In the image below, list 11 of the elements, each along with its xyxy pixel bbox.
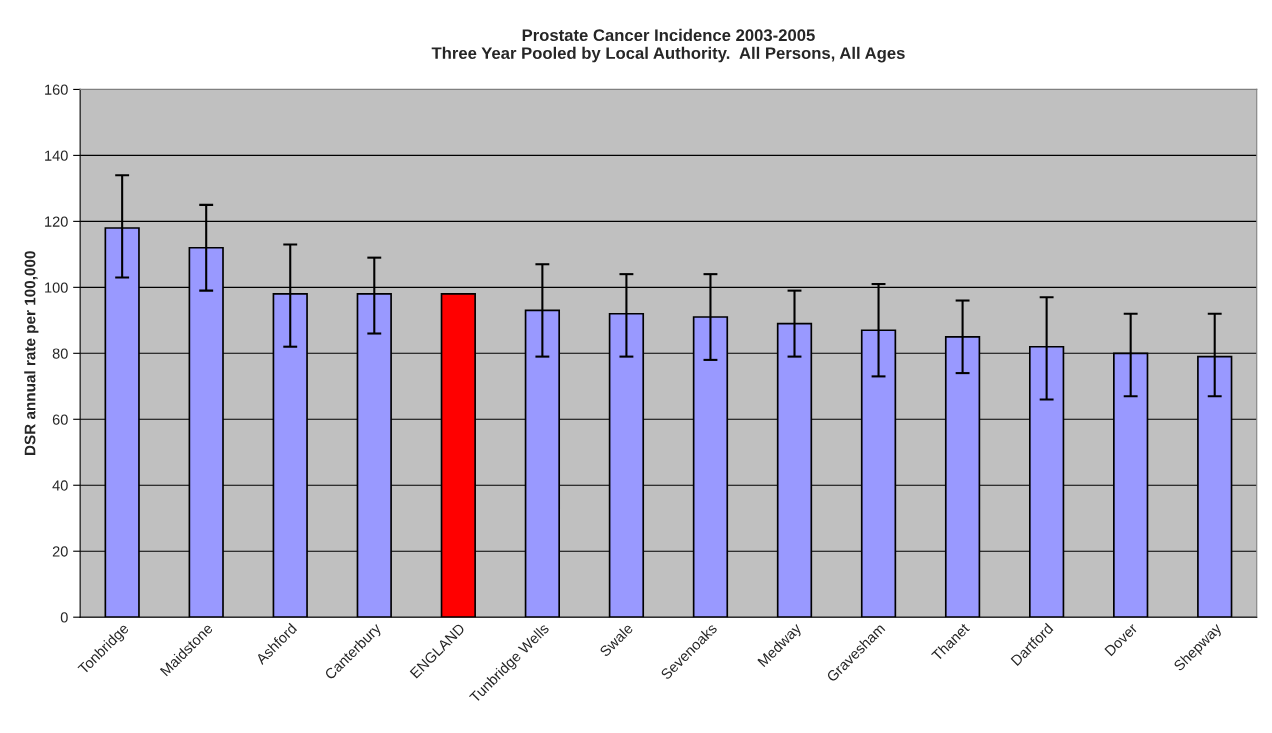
y-tick-label: 80 <box>52 348 68 359</box>
y-tick-label: 100 <box>45 282 68 293</box>
y-tick-label: 120 <box>45 216 68 227</box>
y-tick-label: 60 <box>52 414 68 425</box>
chart-title: Prostate Cancer Incidence 2003-2005 Three Year Pooled by Local Authority. All Persons, All Ages <box>431 28 905 63</box>
y-tick-label: 40 <box>52 480 68 491</box>
y-tick-label: 140 <box>45 150 68 161</box>
y-tick-label: 20 <box>52 546 68 557</box>
y-tick-label: 0 <box>60 612 68 623</box>
y-axis-title: DSR annual rate per 100,000 <box>24 251 39 456</box>
y-tick-label: 160 <box>45 84 68 95</box>
